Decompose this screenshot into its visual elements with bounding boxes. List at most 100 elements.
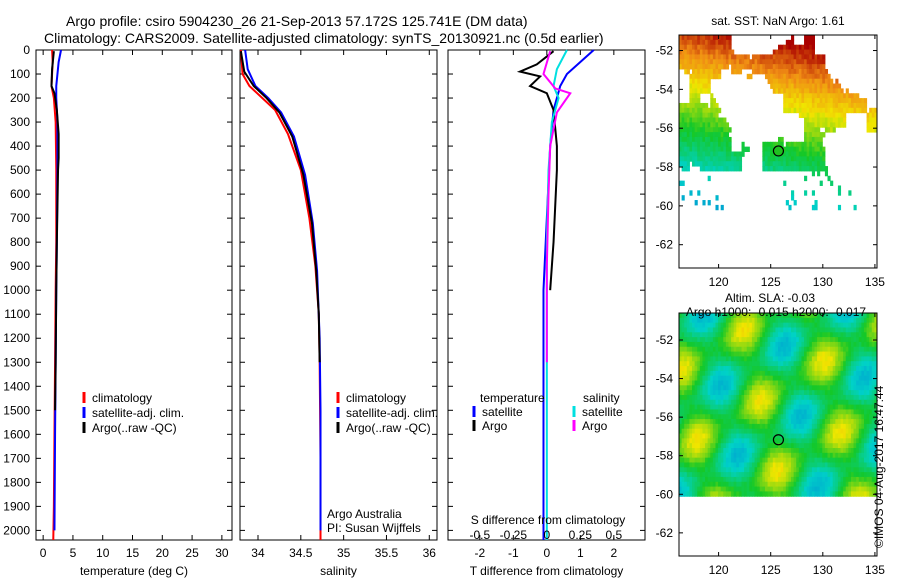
map-cell: [694, 59, 698, 65]
map-cell: [817, 156, 821, 162]
map-cell: [780, 44, 784, 51]
map-cell: [824, 68, 829, 75]
map-cell: [731, 452, 735, 459]
map-cell: [845, 414, 849, 420]
map-cell: [843, 351, 847, 357]
map-cell: [692, 361, 696, 367]
map-cell: [710, 390, 714, 396]
map-cell: [811, 122, 815, 128]
map-cell: [702, 112, 706, 119]
map-cell: [712, 380, 716, 386]
map-cell: [814, 98, 818, 104]
map-cell: [793, 93, 797, 99]
map-cell: [686, 414, 690, 420]
map-cell: [749, 452, 753, 459]
map-cell: [762, 356, 766, 362]
map-cell: [686, 356, 690, 362]
map-cell: [793, 462, 797, 468]
map-cell: [874, 361, 878, 367]
map-cell: [804, 390, 808, 396]
map-cell: [869, 472, 873, 478]
map-cell: [837, 467, 842, 473]
map-cell: [731, 385, 735, 391]
map-cell: [801, 327, 805, 333]
map-cell: [850, 491, 855, 497]
map-cell: [845, 419, 849, 425]
map-cell: [681, 59, 685, 65]
map-cell: [718, 414, 722, 420]
map-cell: [686, 380, 690, 386]
map-cell: [689, 49, 693, 55]
map-cell: [759, 351, 763, 357]
map-cell: [775, 404, 779, 410]
map-cell: [733, 156, 737, 162]
map-cell: [699, 443, 703, 449]
map-cell: [853, 472, 857, 478]
map-cell: [824, 356, 829, 362]
map-cell: [757, 361, 761, 367]
map-cell: [744, 54, 748, 60]
map-cell: [681, 472, 685, 478]
map-cell: [684, 375, 688, 382]
map-cell: [791, 404, 795, 410]
map-cell: [697, 385, 701, 391]
panel-temperature: [35, 49, 233, 541]
map-cell: [684, 35, 688, 41]
map-cell: [767, 399, 771, 406]
map-cell: [775, 419, 779, 425]
map-cell: [764, 476, 769, 483]
map-cell: [861, 380, 865, 386]
map-cell: [788, 73, 792, 80]
map-cell: [861, 462, 865, 468]
map-cell: [827, 361, 831, 367]
map-cell: [811, 107, 815, 114]
map-cell: [757, 481, 761, 488]
map-cell: [741, 399, 745, 406]
map-cell: [754, 313, 758, 319]
map-cell: [806, 98, 810, 104]
map-cell: [809, 341, 813, 348]
map-cell: [832, 327, 836, 333]
map-cell: [869, 341, 873, 348]
map-cell: [785, 375, 789, 382]
map-cell: [733, 452, 737, 459]
map-cell: [793, 327, 797, 333]
map-cell: [866, 476, 870, 483]
map-cell: [793, 409, 797, 415]
map-cell: [811, 78, 815, 85]
map-cell: [843, 346, 847, 353]
map-cell: [749, 404, 753, 410]
map-cell: [819, 78, 823, 85]
map-cell: [746, 409, 750, 415]
map-cell: [869, 467, 873, 473]
map-cell: [733, 438, 737, 444]
map-cell: [710, 366, 714, 372]
map-cell: [707, 68, 711, 75]
map-cell: [746, 73, 750, 80]
map-cell: [850, 346, 855, 353]
map-cell: [697, 327, 701, 333]
map-cell: [848, 404, 852, 410]
map-cell: [705, 337, 709, 343]
map-cell: [861, 317, 865, 324]
map-cell: [702, 394, 706, 401]
map-cell: [723, 351, 727, 357]
map-cell: [728, 375, 732, 382]
map-cell: [736, 467, 740, 473]
map-cell: [827, 88, 831, 94]
map-cell: [751, 356, 756, 362]
map-cell: [869, 452, 873, 459]
map-cell: [830, 322, 834, 328]
map-cell: [697, 337, 701, 343]
map-cell: [762, 366, 766, 372]
map-cell: [814, 356, 818, 362]
map-cell: [811, 476, 815, 483]
map-cell: [707, 132, 711, 138]
map-cell: [814, 112, 818, 119]
map-cell: [699, 88, 703, 94]
map-cell: [853, 375, 857, 382]
map-cell: [770, 332, 774, 338]
map-cell: [788, 486, 792, 492]
map-cell: [791, 141, 795, 148]
map-cell: [843, 356, 847, 362]
